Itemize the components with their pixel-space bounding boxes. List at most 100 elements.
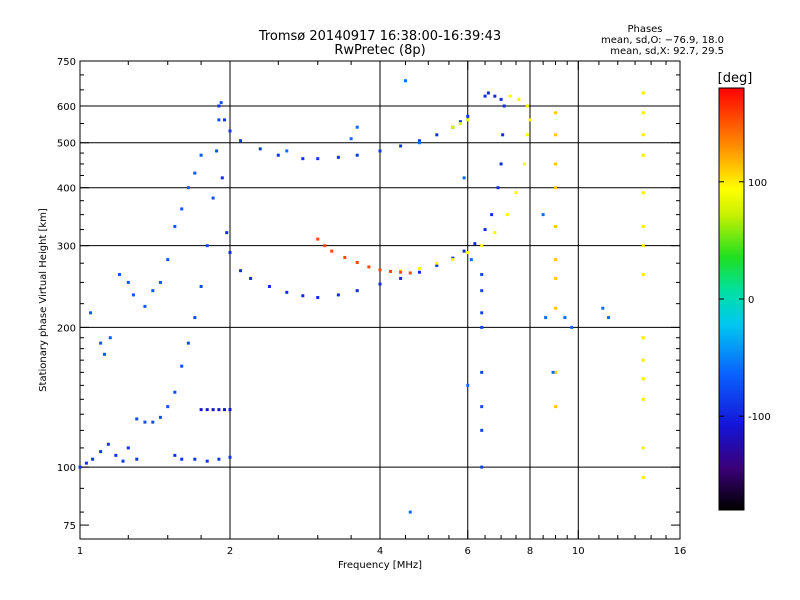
data-point bbox=[525, 133, 529, 137]
data-point bbox=[355, 289, 359, 293]
data-point bbox=[186, 186, 190, 190]
phases-stats-x: mean, sd,X: 92.7, 29.5 bbox=[610, 46, 724, 57]
data-point bbox=[469, 258, 473, 262]
data-point bbox=[480, 405, 484, 409]
x-tick-label: 16 bbox=[674, 546, 687, 557]
data-point bbox=[466, 118, 470, 122]
y-tick-label: 500 bbox=[57, 139, 76, 150]
data-point bbox=[126, 446, 130, 450]
data-point bbox=[301, 294, 305, 298]
data-point bbox=[641, 111, 645, 115]
colorbar-tick-label: 100 bbox=[748, 178, 767, 189]
data-point bbox=[108, 336, 112, 340]
data-point bbox=[219, 101, 223, 105]
x-tick-label: 4 bbox=[377, 546, 383, 557]
data-point bbox=[480, 244, 484, 248]
y-tick-label: 300 bbox=[57, 242, 76, 253]
data-point bbox=[480, 325, 484, 329]
data-point bbox=[126, 280, 130, 284]
data-point bbox=[355, 153, 359, 157]
data-point bbox=[316, 157, 320, 161]
data-point bbox=[215, 149, 219, 153]
data-point bbox=[99, 450, 103, 454]
data-point bbox=[173, 224, 177, 228]
data-point bbox=[367, 265, 371, 269]
data-point bbox=[220, 176, 224, 180]
data-point bbox=[641, 153, 645, 157]
data-point bbox=[541, 213, 545, 217]
data-point bbox=[323, 244, 327, 248]
data-point bbox=[205, 244, 209, 248]
data-point bbox=[417, 270, 421, 274]
data-point bbox=[525, 104, 529, 108]
y-axis-ticks: 75 100 200 300 400 500 600 750 bbox=[57, 57, 680, 532]
data-point bbox=[180, 457, 184, 461]
data-point bbox=[553, 306, 557, 310]
data-point bbox=[378, 268, 382, 272]
data-point bbox=[553, 133, 557, 137]
y-tick-label: 400 bbox=[57, 184, 76, 195]
data-point bbox=[462, 249, 466, 253]
data-point bbox=[480, 289, 484, 293]
grid-lines bbox=[80, 61, 680, 539]
data-point bbox=[435, 263, 439, 267]
data-point bbox=[84, 461, 88, 465]
data-point bbox=[211, 408, 215, 412]
data-point bbox=[151, 289, 155, 293]
data-point bbox=[399, 276, 403, 280]
x-tick-label: 1 bbox=[77, 546, 83, 557]
data-point bbox=[336, 293, 340, 297]
data-point bbox=[258, 147, 262, 151]
data-point bbox=[378, 149, 382, 153]
data-point bbox=[301, 157, 305, 161]
data-point bbox=[641, 446, 645, 450]
data-point bbox=[349, 137, 353, 141]
data-point bbox=[114, 453, 118, 457]
data-point bbox=[316, 295, 320, 299]
data-point bbox=[607, 316, 611, 320]
data-point bbox=[480, 311, 484, 315]
data-point bbox=[466, 251, 470, 255]
data-point bbox=[217, 457, 221, 461]
data-point bbox=[336, 155, 340, 159]
colorbar-tick-label: -100 bbox=[748, 412, 771, 423]
data-point bbox=[451, 125, 455, 129]
data-point bbox=[502, 104, 506, 108]
data-point bbox=[490, 213, 494, 217]
data-point bbox=[173, 453, 177, 457]
data-point bbox=[378, 282, 382, 286]
data-point bbox=[267, 285, 271, 289]
data-point bbox=[106, 442, 110, 446]
data-point bbox=[641, 273, 645, 277]
data-point bbox=[173, 390, 177, 394]
data-point bbox=[355, 125, 359, 129]
data-point bbox=[199, 153, 203, 157]
data-point bbox=[276, 153, 280, 157]
data-point bbox=[223, 118, 227, 122]
colorbar-tick-label: 0 bbox=[748, 295, 754, 306]
data-point bbox=[508, 94, 512, 98]
data-point bbox=[641, 133, 645, 137]
data-point bbox=[458, 122, 462, 126]
data-point bbox=[486, 91, 490, 95]
data-point bbox=[462, 176, 466, 180]
data-point bbox=[570, 325, 574, 329]
data-point bbox=[435, 133, 439, 137]
data-point bbox=[228, 251, 232, 255]
data-point bbox=[217, 408, 221, 412]
data-point bbox=[199, 285, 203, 289]
data-point bbox=[193, 457, 197, 461]
data-point bbox=[480, 370, 484, 374]
data-point bbox=[553, 224, 557, 228]
data-points bbox=[78, 79, 645, 514]
phases-header: Phases bbox=[627, 24, 662, 35]
data-point bbox=[641, 91, 645, 95]
data-point bbox=[553, 186, 557, 190]
data-point bbox=[517, 97, 521, 101]
data-point bbox=[501, 133, 505, 137]
x-tick-label: 8 bbox=[527, 546, 533, 557]
data-point bbox=[205, 408, 209, 412]
data-point bbox=[493, 94, 497, 98]
data-point bbox=[180, 207, 184, 211]
colorbar-label: [deg] bbox=[718, 71, 753, 86]
